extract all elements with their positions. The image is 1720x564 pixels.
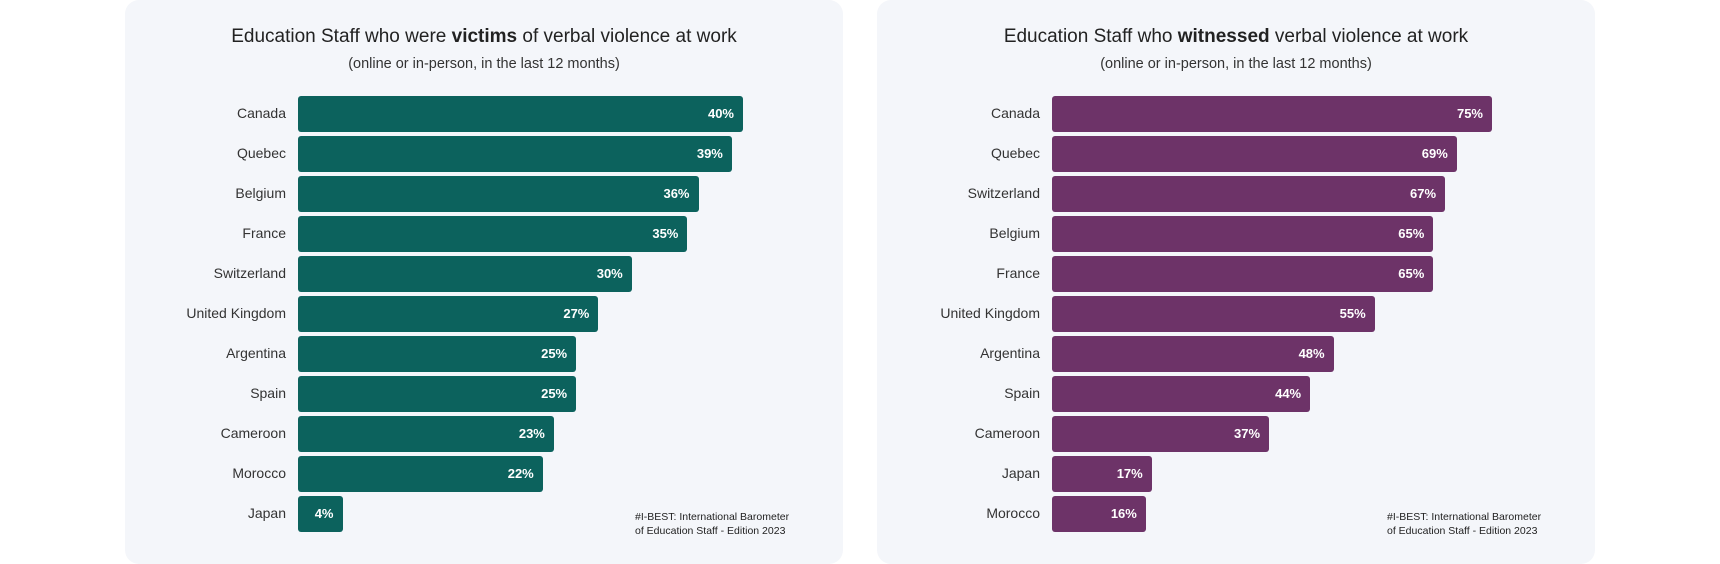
bar-value-label: 22% — [507, 466, 534, 481]
source-note: #I-BEST: International Barometer of Educ… — [1387, 510, 1541, 538]
bar-value-label: 44% — [1275, 386, 1302, 401]
chart-subtitle: (online or in-person, in the last 12 mon… — [348, 56, 620, 72]
category-label: Canada — [990, 105, 1040, 121]
category-label: Argentina — [226, 345, 286, 361]
category-label: France — [996, 265, 1040, 281]
bar — [298, 136, 732, 172]
chart-title: Education Staff who were victims of verb… — [125, 26, 843, 48]
source-note: #I-BEST: International Barometer of Educ… — [635, 510, 789, 538]
bar-value-label: 40% — [707, 106, 734, 121]
title-text: Education Staff who were — [231, 26, 452, 47]
bar-value-label: 37% — [1234, 426, 1261, 441]
bar-value-label: 65% — [1398, 266, 1425, 281]
bar — [1052, 296, 1375, 332]
bar — [1052, 176, 1446, 212]
source-line-2: of Education Staff - Edition 2023 — [635, 525, 786, 537]
bar — [298, 336, 577, 372]
bar-value-label: 25% — [541, 386, 568, 401]
category-label: Morocco — [986, 505, 1040, 521]
category-label: Cameroon — [220, 425, 286, 441]
chart-panel-witnessed: Education Staff who witnessed verbal vio… — [877, 0, 1595, 564]
bar-value-label: 27% — [563, 306, 590, 321]
category-label: Switzerland — [967, 185, 1040, 201]
bar-value-label: 25% — [541, 346, 568, 361]
chart-title: Education Staff who witnessed verbal vio… — [877, 26, 1595, 48]
bar — [1052, 136, 1457, 172]
category-label: Quebec — [236, 145, 286, 161]
category-label: Japan — [247, 505, 286, 521]
category-label: Spain — [250, 385, 286, 401]
bar — [1052, 496, 1146, 532]
bar — [1052, 456, 1152, 492]
bar-value-label: 48% — [1298, 346, 1325, 361]
chart-panel-victims: Education Staff who were victims of verb… — [125, 0, 843, 564]
bar — [298, 256, 632, 292]
bar-value-label: 30% — [596, 266, 623, 281]
bar — [298, 176, 699, 212]
bar — [1052, 416, 1270, 452]
bar — [298, 416, 554, 452]
category-label: Belgium — [235, 185, 286, 201]
title-text: Education Staff who — [1003, 26, 1178, 47]
bar-value-label: 35% — [652, 226, 679, 241]
category-label: Canada — [236, 105, 286, 121]
bar-value-label: 16% — [1110, 506, 1137, 521]
bar — [1052, 376, 1311, 412]
chart-subtitle: (online or in-person, in the last 12 mon… — [1100, 56, 1372, 72]
bar — [298, 496, 343, 532]
category-label: United Kingdom — [186, 305, 286, 321]
bar-value-label: 65% — [1398, 226, 1425, 241]
bar — [1052, 96, 1492, 132]
bar — [298, 456, 543, 492]
bar — [298, 296, 599, 332]
category-label: United Kingdom — [940, 305, 1040, 321]
source-line-1: #I-BEST: International Barometer — [1387, 511, 1542, 523]
category-label: Quebec — [990, 145, 1040, 161]
bar-value-label: 36% — [663, 186, 690, 201]
category-label: Argentina — [980, 345, 1040, 361]
title-text-end: of verbal violence at work — [517, 26, 737, 47]
category-label: Switzerland — [213, 265, 286, 281]
bar-value-label: 55% — [1339, 306, 1366, 321]
bar — [1052, 216, 1434, 252]
category-label: Japan — [1001, 465, 1040, 481]
title-emphasis: witnessed — [1177, 26, 1270, 47]
title-emphasis: victims — [451, 26, 518, 47]
category-label: Morocco — [232, 465, 286, 481]
bar-value-label: 69% — [1421, 146, 1448, 161]
bar-value-label: 39% — [696, 146, 723, 161]
category-label: France — [242, 225, 286, 241]
title-text-end: verbal violence at work — [1269, 26, 1469, 47]
bar — [298, 216, 688, 252]
source-line-2: of Education Staff - Edition 2023 — [1387, 525, 1538, 537]
bar — [1052, 256, 1434, 292]
category-label: Belgium — [989, 225, 1040, 241]
bar-value-label: 67% — [1410, 186, 1437, 201]
bar — [1052, 336, 1334, 372]
category-label: Spain — [1004, 385, 1040, 401]
bar — [298, 96, 743, 132]
bar-value-label: 4% — [314, 506, 334, 521]
source-line-1: #I-BEST: International Barometer — [635, 511, 790, 523]
bar-value-label: 17% — [1116, 466, 1143, 481]
category-label: Cameroon — [974, 425, 1040, 441]
bar-value-label: 23% — [518, 426, 545, 441]
bar — [298, 376, 577, 412]
bar-value-label: 75% — [1456, 106, 1483, 121]
